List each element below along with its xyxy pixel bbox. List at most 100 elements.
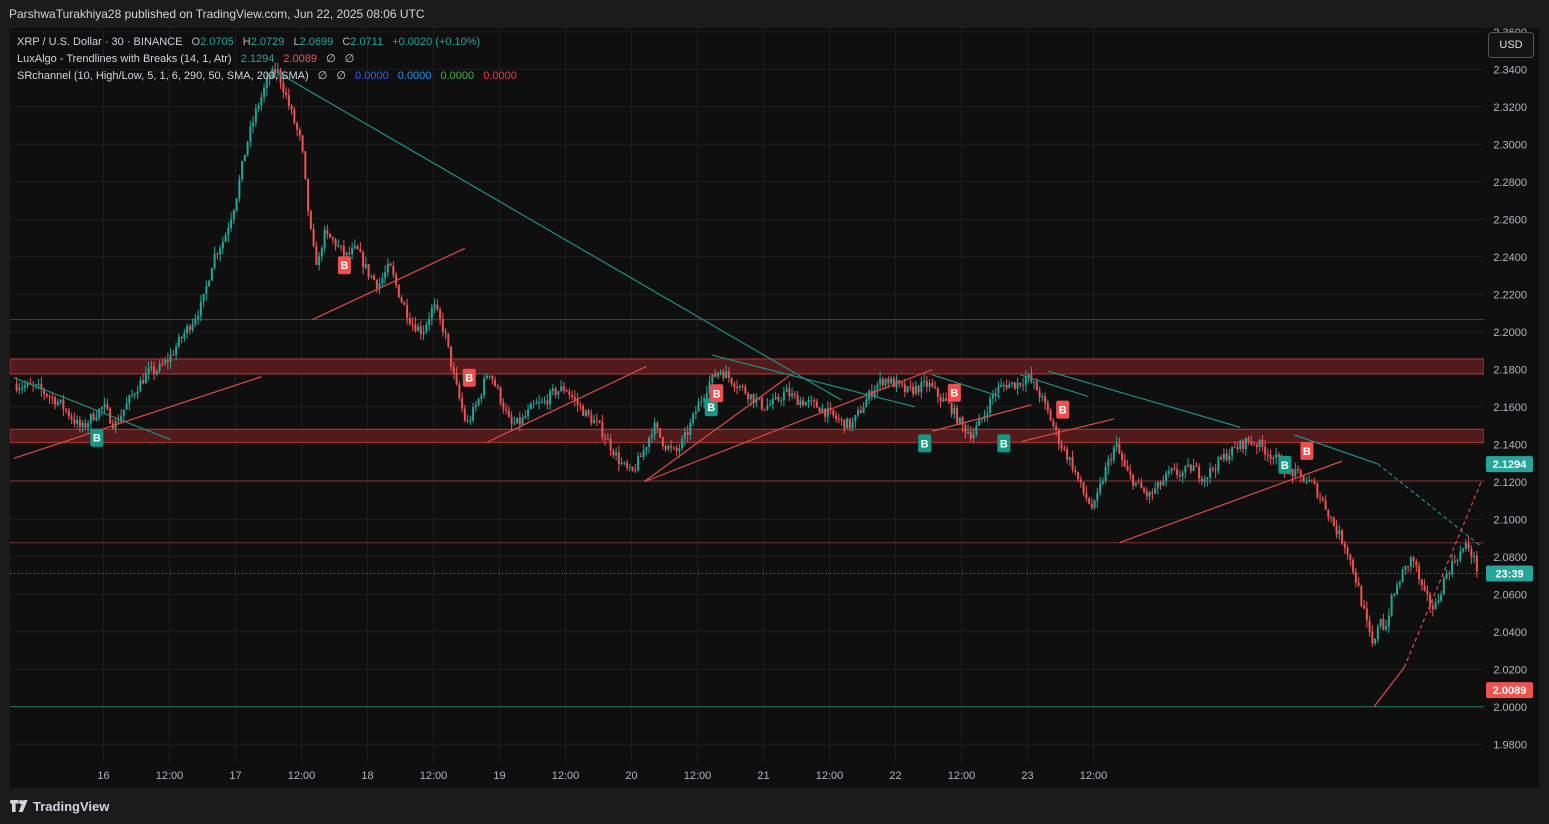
time-tick-label: 12:00	[156, 770, 184, 782]
candle-body	[1459, 551, 1462, 561]
price-tick-label: 2.2600	[1493, 214, 1527, 226]
candle-body	[199, 301, 202, 316]
price-label-text: 2.1294	[1493, 459, 1528, 471]
candle-body	[1354, 572, 1357, 583]
candle-body	[232, 210, 235, 220]
break-badge-bg	[1278, 455, 1292, 474]
candle-body	[197, 315, 200, 319]
candle-body	[1178, 475, 1181, 477]
candle-body	[1266, 454, 1269, 456]
break-badge-bg	[90, 428, 104, 447]
candle-body	[461, 397, 464, 409]
candle-body	[136, 391, 139, 394]
candle-body	[903, 384, 906, 393]
candle-body	[122, 409, 125, 416]
candle-body	[994, 393, 997, 396]
candle-body	[285, 92, 288, 95]
candle-body	[615, 452, 618, 456]
candle-body	[1115, 443, 1118, 448]
candle-body	[1277, 454, 1280, 458]
candle-body	[760, 398, 763, 410]
candle-body	[890, 378, 893, 384]
candle-body	[117, 420, 120, 422]
symbol-legend-row[interactable]: XRP / U.S. Dollar · 30 · BINANCE O2.0705…	[17, 34, 517, 51]
candle-body	[221, 241, 224, 249]
candle-body	[557, 391, 560, 395]
candle-body	[78, 419, 81, 428]
indicator-legend-row-luxalgo[interactable]: LuxAlgo - Trendlines with Breaks (14, 1,…	[17, 51, 517, 68]
candle-body	[766, 405, 769, 410]
candle-body	[342, 246, 345, 256]
support-trendline	[643, 369, 933, 483]
candle-body	[1258, 439, 1261, 448]
candle-body	[1198, 466, 1201, 479]
candle-body	[1250, 441, 1253, 445]
indicator-legend-row-srchannel[interactable]: SRchannel (10, High/Low, 5, 1, 6, 290, 5…	[17, 68, 517, 85]
candle-body	[727, 371, 730, 378]
candle-body	[1005, 384, 1008, 389]
break-badge-bg	[710, 384, 724, 403]
tradingview-brand[interactable]: TradingView	[33, 799, 110, 814]
candle-body	[246, 141, 249, 155]
candle-body	[846, 418, 849, 429]
candle-body	[76, 419, 79, 424]
candle-body	[142, 380, 145, 384]
candle-body	[1217, 457, 1220, 471]
candle-body	[98, 409, 101, 418]
ohlc-high-key: H	[242, 36, 251, 48]
candle-body	[1154, 488, 1157, 494]
candle-body	[524, 416, 527, 418]
resistance-trendline	[1377, 463, 1482, 547]
candle-body	[645, 447, 648, 451]
candle-body	[51, 397, 54, 399]
candle-body	[826, 407, 829, 417]
candle-body	[367, 264, 370, 277]
candle-body	[252, 122, 255, 127]
candle-body	[1332, 517, 1335, 526]
price-tick-label: 2.2400	[1493, 252, 1527, 264]
candle-body	[617, 452, 620, 465]
candle-body	[631, 467, 634, 471]
sr-zone	[10, 358, 1485, 375]
candle-body	[1008, 383, 1011, 389]
candle-body	[571, 394, 574, 397]
candle-body	[914, 385, 917, 394]
candle-body	[683, 432, 686, 439]
candle-body	[166, 359, 169, 362]
candle-body	[254, 108, 257, 123]
candle-body	[780, 400, 783, 402]
candle-body	[469, 420, 472, 422]
break-badge-bg	[918, 434, 932, 453]
candle-body	[1099, 483, 1102, 493]
candle-body	[1253, 444, 1256, 446]
candle-body	[1448, 573, 1451, 575]
sr-zones-layer	[10, 319, 1485, 708]
candle-body	[568, 391, 571, 395]
candle-body	[1107, 459, 1110, 467]
candle-body	[898, 380, 901, 384]
candle-body	[967, 432, 970, 434]
break-badge-text: B	[707, 402, 715, 414]
candle-body	[1112, 447, 1115, 461]
candle-body	[463, 408, 466, 421]
candle-body	[813, 400, 816, 402]
candle-body	[1475, 555, 1478, 572]
currency-button[interactable]: USD	[1488, 32, 1534, 58]
candle-body	[1044, 396, 1047, 403]
tradingview-logo-icon[interactable]	[10, 800, 32, 812]
break-badge-bg	[1300, 441, 1314, 460]
candle-body	[100, 407, 103, 410]
candle-body	[125, 403, 128, 410]
price-axis-bg	[1484, 28, 1539, 788]
candle-body	[271, 68, 274, 79]
candle-body	[1071, 457, 1074, 470]
candle-body	[1151, 492, 1154, 494]
candle-body	[34, 384, 37, 386]
candle-body	[227, 227, 230, 236]
candle-body	[637, 456, 640, 471]
candle-body	[518, 417, 521, 425]
candle-body	[439, 309, 442, 319]
candle-body	[1129, 470, 1132, 475]
